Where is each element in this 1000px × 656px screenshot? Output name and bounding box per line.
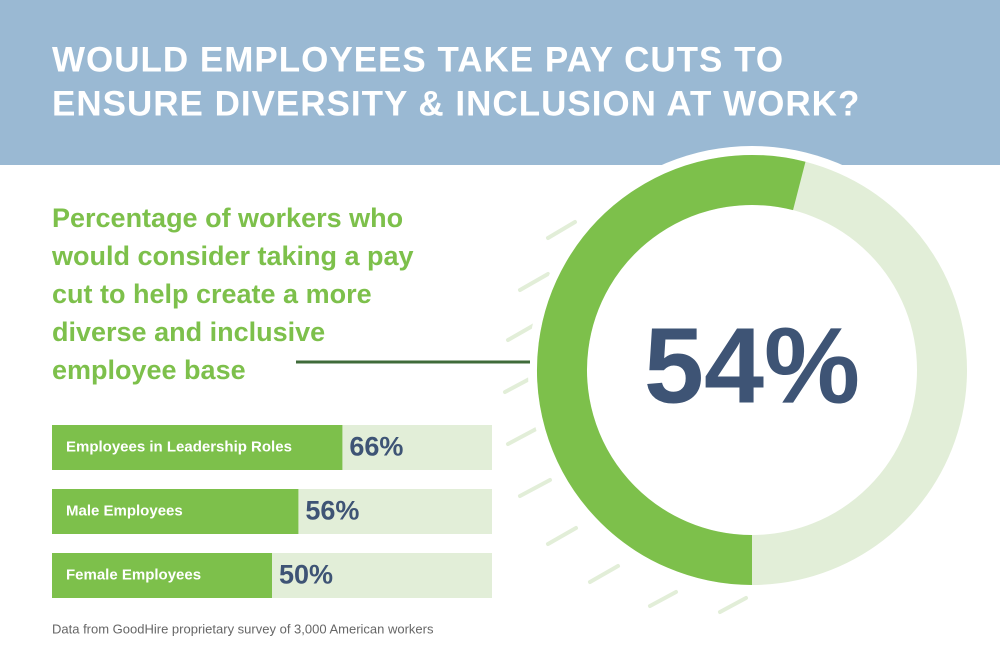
donut-segment bbox=[537, 155, 806, 585]
center-label: 54% bbox=[644, 305, 860, 426]
value-label: 66% bbox=[349, 432, 403, 462]
decoration bbox=[503, 220, 748, 614]
header-band bbox=[0, 0, 1000, 165]
value-label: 50% bbox=[279, 560, 333, 590]
subtitle-line: Percentage of workers who bbox=[52, 203, 403, 233]
subtitle-line: cut to help create a more bbox=[52, 279, 372, 309]
bar bbox=[52, 553, 272, 598]
bar bbox=[52, 489, 299, 534]
value-label: 56% bbox=[305, 496, 359, 526]
bar-label: Female Employees bbox=[66, 566, 201, 583]
source-note: Data from GoodHire proprietary survey of… bbox=[52, 621, 434, 636]
donut-backing bbox=[528, 146, 976, 594]
bar-label: Employees in Leadership Roles bbox=[66, 438, 292, 455]
subtitle-line: diverse and inclusive bbox=[52, 317, 325, 347]
subtitle-line: employee base bbox=[52, 355, 246, 385]
bar-label: Male Employees bbox=[66, 502, 183, 519]
title-line: ENSURE DIVERSITY & INCLUSION AT WORK? bbox=[52, 84, 860, 123]
subtitle-line: would consider taking a pay bbox=[51, 241, 414, 271]
bar bbox=[52, 425, 343, 470]
title-line: WOULD EMPLOYEES TAKE PAY CUTS TO bbox=[52, 40, 784, 79]
